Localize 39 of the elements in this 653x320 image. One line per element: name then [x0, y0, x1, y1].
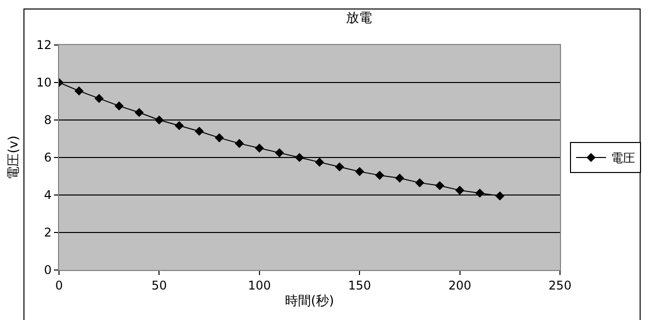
y-tick-label: 8 — [44, 113, 52, 128]
x-tick-label: 250 — [548, 278, 572, 292]
point — [174, 121, 184, 130]
point — [274, 148, 284, 158]
y-tick-label: 0 — [44, 263, 52, 278]
x-tick-label: 0 — [55, 278, 63, 292]
point — [114, 101, 124, 110]
point — [395, 174, 404, 183]
y-axis-title: 電圧(v) — [6, 136, 22, 180]
point — [154, 115, 164, 125]
y-tick-label: 4 — [44, 188, 52, 202]
point — [355, 167, 364, 176]
x-tick-label: 200 — [448, 278, 472, 292]
y-tick-label: 12 — [36, 38, 52, 52]
point — [335, 162, 344, 172]
point — [495, 191, 504, 200]
x-tick-label: 150 — [348, 278, 372, 292]
y-tick-label: 10 — [36, 76, 52, 90]
point — [234, 138, 244, 148]
point — [94, 94, 104, 103]
point — [134, 108, 144, 118]
point — [214, 133, 224, 142]
point — [415, 178, 424, 188]
point — [74, 86, 84, 96]
y-tick-label: 2 — [44, 226, 52, 240]
x-axis-title: 時間(秒) — [284, 294, 334, 309]
x-tick-label: 100 — [248, 278, 271, 292]
point — [294, 152, 304, 162]
point — [375, 170, 384, 180]
point — [455, 186, 464, 195]
point — [194, 126, 204, 136]
point — [475, 188, 484, 198]
x-tick-label: 50 — [152, 278, 167, 292]
legend-label: 電圧 — [611, 151, 636, 166]
point — [254, 144, 264, 153]
point — [314, 158, 324, 167]
y-tick-label: 6 — [44, 150, 52, 165]
chart-title: 放電 — [346, 10, 372, 26]
point — [435, 181, 444, 190]
